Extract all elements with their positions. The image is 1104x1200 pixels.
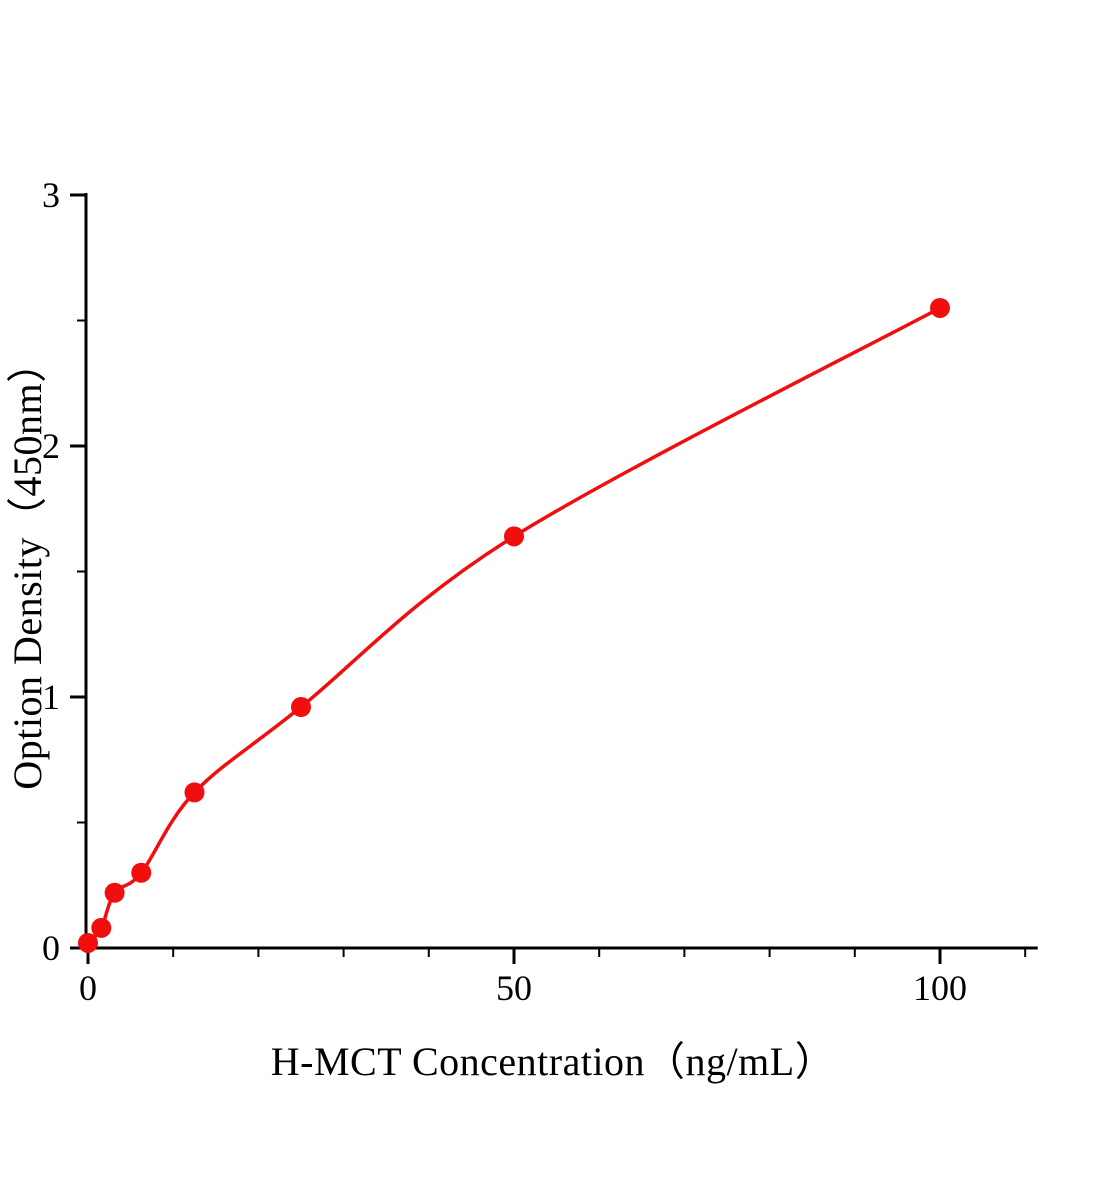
data-point bbox=[930, 297, 950, 318]
data-point bbox=[78, 932, 98, 953]
y-tick-label: 1 bbox=[42, 677, 60, 717]
data-point bbox=[91, 917, 112, 938]
y-tick-label: 0 bbox=[42, 928, 60, 968]
y-axis-title: Option Density（450nm） bbox=[5, 342, 50, 790]
data-point bbox=[184, 782, 205, 803]
data-point bbox=[291, 697, 311, 718]
data-point bbox=[104, 882, 125, 903]
y-tick-label: 2 bbox=[42, 426, 60, 466]
y-tick-label: 3 bbox=[42, 175, 60, 215]
fit-curve bbox=[86, 306, 942, 945]
x-tick-label: 0 bbox=[79, 968, 97, 1008]
x-tick-label: 100 bbox=[913, 968, 967, 1008]
data-point bbox=[504, 526, 524, 547]
data-point bbox=[131, 862, 152, 883]
x-tick-label: 50 bbox=[496, 968, 532, 1008]
x-axis-title: H-MCT Concentration（ng/mL） bbox=[270, 1039, 836, 1084]
